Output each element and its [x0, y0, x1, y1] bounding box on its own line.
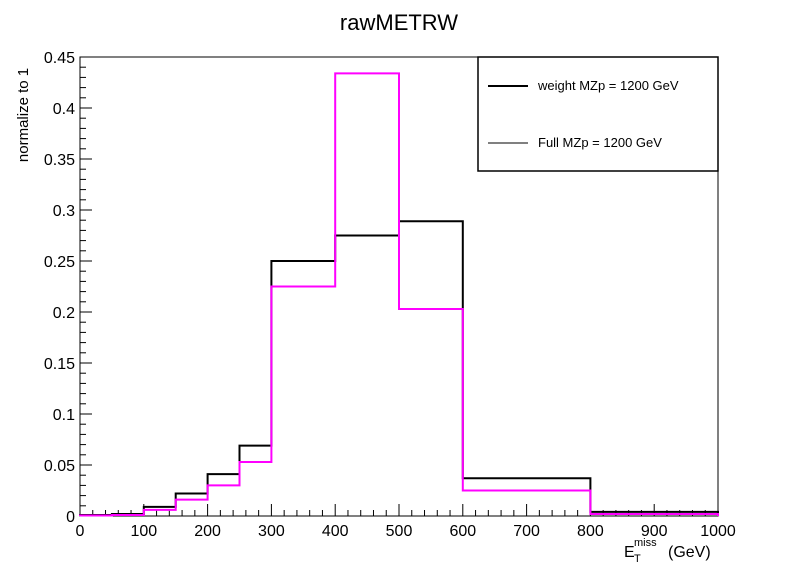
x-tick-label: 1000 [700, 523, 736, 540]
y-tick-label: 0.15 [44, 356, 75, 373]
x-axis-label-sup: miss [634, 537, 657, 549]
legend-box [477, 56, 719, 172]
x-axis: 0 100 200 300 400 500 600 700 800 900 1000 [76, 504, 736, 540]
y-axis-label: normalize to 1 [15, 68, 32, 162]
x-tick-label: 800 [577, 523, 604, 540]
x-tick-label: 400 [322, 523, 349, 540]
x-axis-label-base: E [624, 544, 635, 561]
legend-label-weight: weight MZp = 1200 GeV [537, 78, 679, 93]
x-axis-label-sub: T [634, 553, 641, 565]
y-tick-label: 0.4 [53, 101, 75, 118]
y-tick-label: 0.05 [44, 458, 75, 475]
series-weight-line [79, 220, 719, 516]
series-layer [79, 72, 719, 517]
x-axis-label: E T miss (GeV) [624, 537, 711, 565]
y-tick-label: 0.2 [53, 305, 75, 322]
legend: weight MZp = 1200 GeV Full MZp = 1200 Ge… [477, 56, 719, 172]
y-tick-label: 0.1 [53, 407, 75, 424]
x-tick-label: 100 [130, 523, 157, 540]
y-tick-label: 0.25 [44, 254, 75, 271]
x-tick-label: 900 [641, 523, 668, 540]
x-tick-label: 300 [258, 523, 285, 540]
y-tick-label: 0.3 [53, 203, 75, 220]
x-tick-label: 700 [513, 523, 540, 540]
legend-label-full: Full MZp = 1200 GeV [538, 135, 662, 150]
y-tick-label: 0.35 [44, 152, 75, 169]
x-tick-label: 600 [449, 523, 476, 540]
chart-title: rawMETRW [340, 10, 458, 35]
x-tick-label: 500 [386, 523, 413, 540]
y-axis: 0 0.05 0.1 0.15 0.2 0.25 0.3 0.35 0.4 0.45 [44, 50, 92, 526]
x-tick-label: 200 [194, 523, 221, 540]
y-tick-label: 0.45 [44, 50, 75, 67]
x-axis-label-unit: (GeV) [668, 544, 711, 561]
x-tick-label: 0 [76, 523, 85, 540]
series-full-line [79, 72, 719, 517]
y-tick-label: 0 [66, 509, 75, 526]
